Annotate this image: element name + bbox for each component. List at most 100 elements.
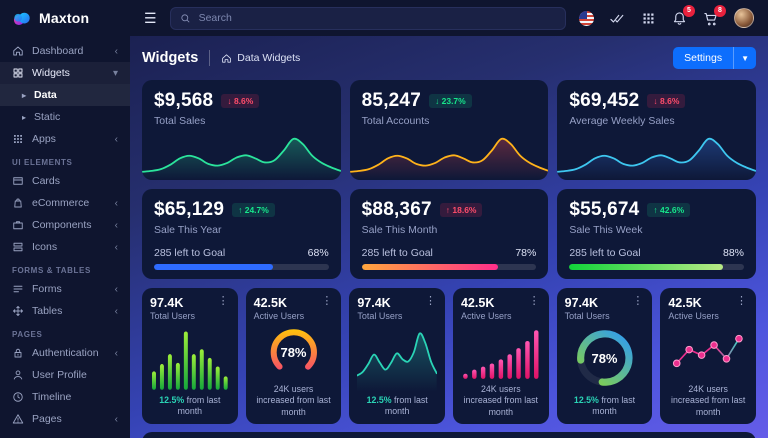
- chevron-left-icon: ‹: [114, 219, 118, 231]
- apps-grid-icon[interactable]: [641, 11, 656, 26]
- card-footnote: 24K users increased from last month: [463, 383, 538, 417]
- notifications-bell-icon[interactable]: 5: [672, 4, 695, 26]
- home-icon: [13, 46, 23, 56]
- caret-right-icon: ▸: [22, 112, 27, 122]
- goal-percent: 68%: [307, 247, 329, 259]
- sidebar-item-ecommerce[interactable]: eCommerce ‹: [0, 192, 130, 214]
- chevron-left-icon: ‹: [114, 197, 118, 209]
- goal-remaining-text: 285 left to Goal: [569, 247, 641, 259]
- menu-toggle-icon[interactable]: ☰: [144, 10, 157, 26]
- brand[interactable]: Maxton: [0, 0, 130, 36]
- sidebar-item-label: Icons: [32, 241, 58, 253]
- nav-section-label: UI ELEMENTS: [12, 158, 73, 167]
- trend-badge: ↓ 8.6%: [647, 94, 686, 108]
- cart-icon[interactable]: 8: [703, 4, 726, 26]
- nav-section-label: PAGES: [12, 330, 43, 339]
- goal-percent: 88%: [722, 247, 744, 259]
- mini-chart: [150, 324, 230, 392]
- sidebar-item-apps[interactable]: Apps ‹: [0, 128, 130, 150]
- lock-icon: [14, 348, 22, 358]
- stat-card[interactable]: 85,247 ↓ 23.7% Total Accounts: [349, 80, 549, 180]
- goal-card[interactable]: $88,367 ↑ 18.6% Sale This Month 285 left…: [349, 189, 549, 279]
- user-stat-card[interactable]: 42.5K ⋮ Active Users 24K users increased…: [452, 288, 549, 424]
- topbar: ☰ 5 8: [130, 0, 768, 36]
- stat-cards-row: $9,568 ↓ 8.6% Total Sales 85,247 ↓ 23.7%…: [142, 80, 756, 180]
- goal-percent: 78%: [515, 247, 537, 259]
- brand-logo-icon: [13, 12, 30, 25]
- cart-badge: 8: [714, 4, 726, 17]
- mini-chart: 78%: [254, 324, 334, 381]
- card-icon: [13, 177, 23, 185]
- card-value: 97.4K: [150, 296, 184, 310]
- card-label: Total Users: [150, 311, 196, 321]
- sidebar-item-data[interactable]: ▸ Data: [0, 84, 130, 106]
- card-menu-icon[interactable]: ⋮: [735, 295, 747, 307]
- stat-value: 85,247: [361, 90, 421, 111]
- user-stat-card[interactable]: 97.4K ⋮ Total Users 12.5% from last mont…: [142, 288, 238, 424]
- stat-card[interactable]: $9,568 ↓ 8.6% Total Sales: [142, 80, 341, 180]
- sidebar-item-label: Components: [32, 219, 92, 231]
- divider: [209, 50, 211, 66]
- sidebar-item-widgets[interactable]: Widgets ▾: [0, 62, 130, 84]
- card-label: Active Users: [253, 311, 305, 321]
- goal-card[interactable]: $65,129 ↑ 24.7% Sale This Year 285 left …: [142, 189, 341, 279]
- user-stat-card[interactable]: 42.5K ⋮ Active Users 78% 24K users incre…: [245, 288, 342, 424]
- sidebar-item-tables[interactable]: Tables ‹: [0, 300, 130, 322]
- warn-icon: [12, 414, 24, 424]
- chevron-left-icon: ‹: [114, 45, 118, 57]
- sidebar-item-label: Timeline: [32, 391, 72, 403]
- sidebar-nav: Dashboard ‹ Widgets ▾ ▸ Data ▸ Static Apps ‹ UI EL…: [0, 36, 130, 438]
- progress-fill: [569, 264, 724, 270]
- user-avatar[interactable]: [734, 8, 754, 28]
- chevron-left-icon: ‹: [114, 133, 118, 145]
- user-stat-card[interactable]: 97.4K ⋮ Total Users 12.5% from last mont…: [349, 288, 445, 424]
- sidebar-item-user-profile[interactable]: User Profile: [0, 364, 130, 386]
- clock-icon: [13, 392, 23, 402]
- sidebar-item-static[interactable]: ▸ Static: [0, 106, 130, 128]
- settings-button[interactable]: Settings ▼: [673, 47, 756, 69]
- nav-section-label: FORMS & TABLES: [12, 266, 91, 275]
- language-flag-icon[interactable]: [579, 10, 594, 26]
- card-menu-icon[interactable]: ⋮: [321, 295, 333, 307]
- sidebar-item-icons[interactable]: Icons ‹: [0, 236, 130, 258]
- sparkline-chart: [349, 128, 549, 180]
- sidebar-item-authentication[interactable]: Authentication ‹: [0, 342, 130, 364]
- sidebar-item-timeline[interactable]: Timeline: [0, 386, 130, 408]
- card-label: Active Users: [460, 311, 512, 321]
- tasks-check-icon[interactable]: [610, 11, 625, 26]
- breadcrumb[interactable]: Data Widgets: [221, 52, 300, 64]
- bag-icon: [14, 198, 22, 208]
- trend-badge: ↑ 24.7%: [232, 203, 275, 217]
- sidebar-item-pages[interactable]: Pages ‹: [0, 408, 130, 430]
- page-title: Widgets: [142, 50, 199, 66]
- card-value: 97.4K: [564, 296, 599, 310]
- user-stat-card[interactable]: 42.5K ⋮ Active Users 24K users increased…: [660, 288, 756, 424]
- card-menu-icon[interactable]: ⋮: [528, 295, 540, 307]
- search-box[interactable]: [169, 6, 566, 30]
- home-icon: [221, 53, 232, 64]
- settings-caret-icon[interactable]: ▼: [733, 47, 756, 69]
- stat-card[interactable]: $69,452 ↓ 8.6% Average Weekly Sales: [557, 80, 756, 180]
- sidebar: Maxton Dashboard ‹ Widgets ▾ ▸ Data ▸ Static App…: [0, 0, 130, 438]
- trend-badge: ↓ 8.6%: [221, 94, 260, 108]
- card-value: 97.4K: [357, 296, 391, 310]
- goal-cards-row: $65,129 ↑ 24.7% Sale This Year 285 left …: [142, 189, 756, 279]
- card-menu-icon[interactable]: ⋮: [217, 295, 229, 307]
- sidebar-item-label: User Profile: [32, 369, 87, 381]
- chevron-left-icon: ‹: [114, 283, 118, 295]
- card-menu-icon[interactable]: ⋮: [424, 295, 436, 307]
- progress-fill: [154, 264, 273, 270]
- sidebar-item-label: Pages: [32, 413, 62, 425]
- sidebar-item-cards[interactable]: Cards: [0, 170, 130, 192]
- chevron-left-icon: ‹: [114, 241, 118, 253]
- sidebar-item-label: eCommerce: [32, 197, 90, 209]
- search-input[interactable]: [196, 11, 556, 25]
- goal-card[interactable]: $55,674 ↑ 42.6% Sale This Week 285 left …: [557, 189, 756, 279]
- card-menu-icon[interactable]: ⋮: [632, 295, 644, 307]
- sidebar-item-components[interactable]: Components ‹: [0, 214, 130, 236]
- sidebar-item-forms[interactable]: Forms ‹: [0, 278, 130, 300]
- sidebar-item-dashboard[interactable]: Dashboard ‹: [0, 40, 130, 62]
- user-stat-card[interactable]: 97.4K ⋮ Total Users 78% 12.5% from last …: [556, 288, 653, 424]
- stat-label: Total Sales: [154, 115, 206, 127]
